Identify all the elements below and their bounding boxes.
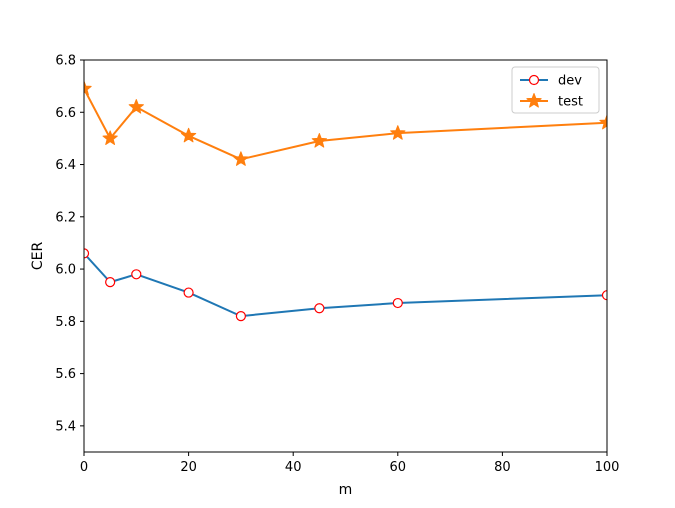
x-axis-label: m	[339, 482, 353, 498]
legend-marker-dev	[528, 74, 540, 86]
legend-label-test: test	[558, 95, 583, 110]
x-tick-label: 40	[285, 460, 302, 475]
x-tick-label: 80	[494, 460, 511, 475]
y-tick-label: 6.0	[55, 263, 76, 278]
data-point-dev	[84, 248, 90, 259]
x-tick-label: 100	[595, 460, 620, 475]
x-tick-label: 0	[80, 460, 88, 475]
series-line-test	[84, 88, 607, 161]
y-tick-label: 6.6	[55, 106, 76, 121]
data-point-dev	[601, 290, 607, 301]
data-point-dev	[105, 277, 116, 288]
data-point-test	[180, 127, 197, 143]
data-point-dev	[235, 311, 246, 322]
y-tick-label: 6.4	[55, 158, 76, 173]
legend-label-dev: dev	[558, 74, 582, 89]
x-tick-label: 20	[180, 460, 197, 475]
legend-marker-test	[526, 93, 542, 108]
data-point-test	[390, 125, 406, 140]
data-point-dev	[392, 297, 403, 309]
y-tick-label: 6.8	[55, 54, 76, 69]
data-point-test	[311, 133, 327, 148]
y-axis-label: CER	[30, 242, 46, 271]
axes: 0 20 40 60 80 100 5.4 5.6 5.8 6.0 6.2 6.4 6.6 6.8	[55, 54, 619, 476]
data-point-test	[84, 80, 92, 96]
legend: dev test	[511, 66, 600, 114]
data-point-dev	[314, 303, 325, 314]
series-line-dev	[84, 252, 607, 318]
data-point-dev	[183, 287, 194, 298]
data-point-test	[102, 130, 118, 145]
y-tick-label: 5.6	[55, 367, 76, 382]
data-point-test	[599, 114, 607, 130]
x-tick-label: 60	[390, 460, 407, 475]
plot-frame	[83, 59, 608, 453]
y-tick-label: 5.8	[55, 315, 76, 330]
data-point-test	[233, 151, 249, 166]
data-point-test	[128, 99, 144, 114]
plot-area	[84, 80, 607, 322]
legend-box	[511, 66, 600, 114]
y-tick-label: 5.4	[55, 419, 76, 434]
y-tick-label: 6.2	[55, 210, 76, 225]
data-point-dev	[131, 269, 142, 280]
